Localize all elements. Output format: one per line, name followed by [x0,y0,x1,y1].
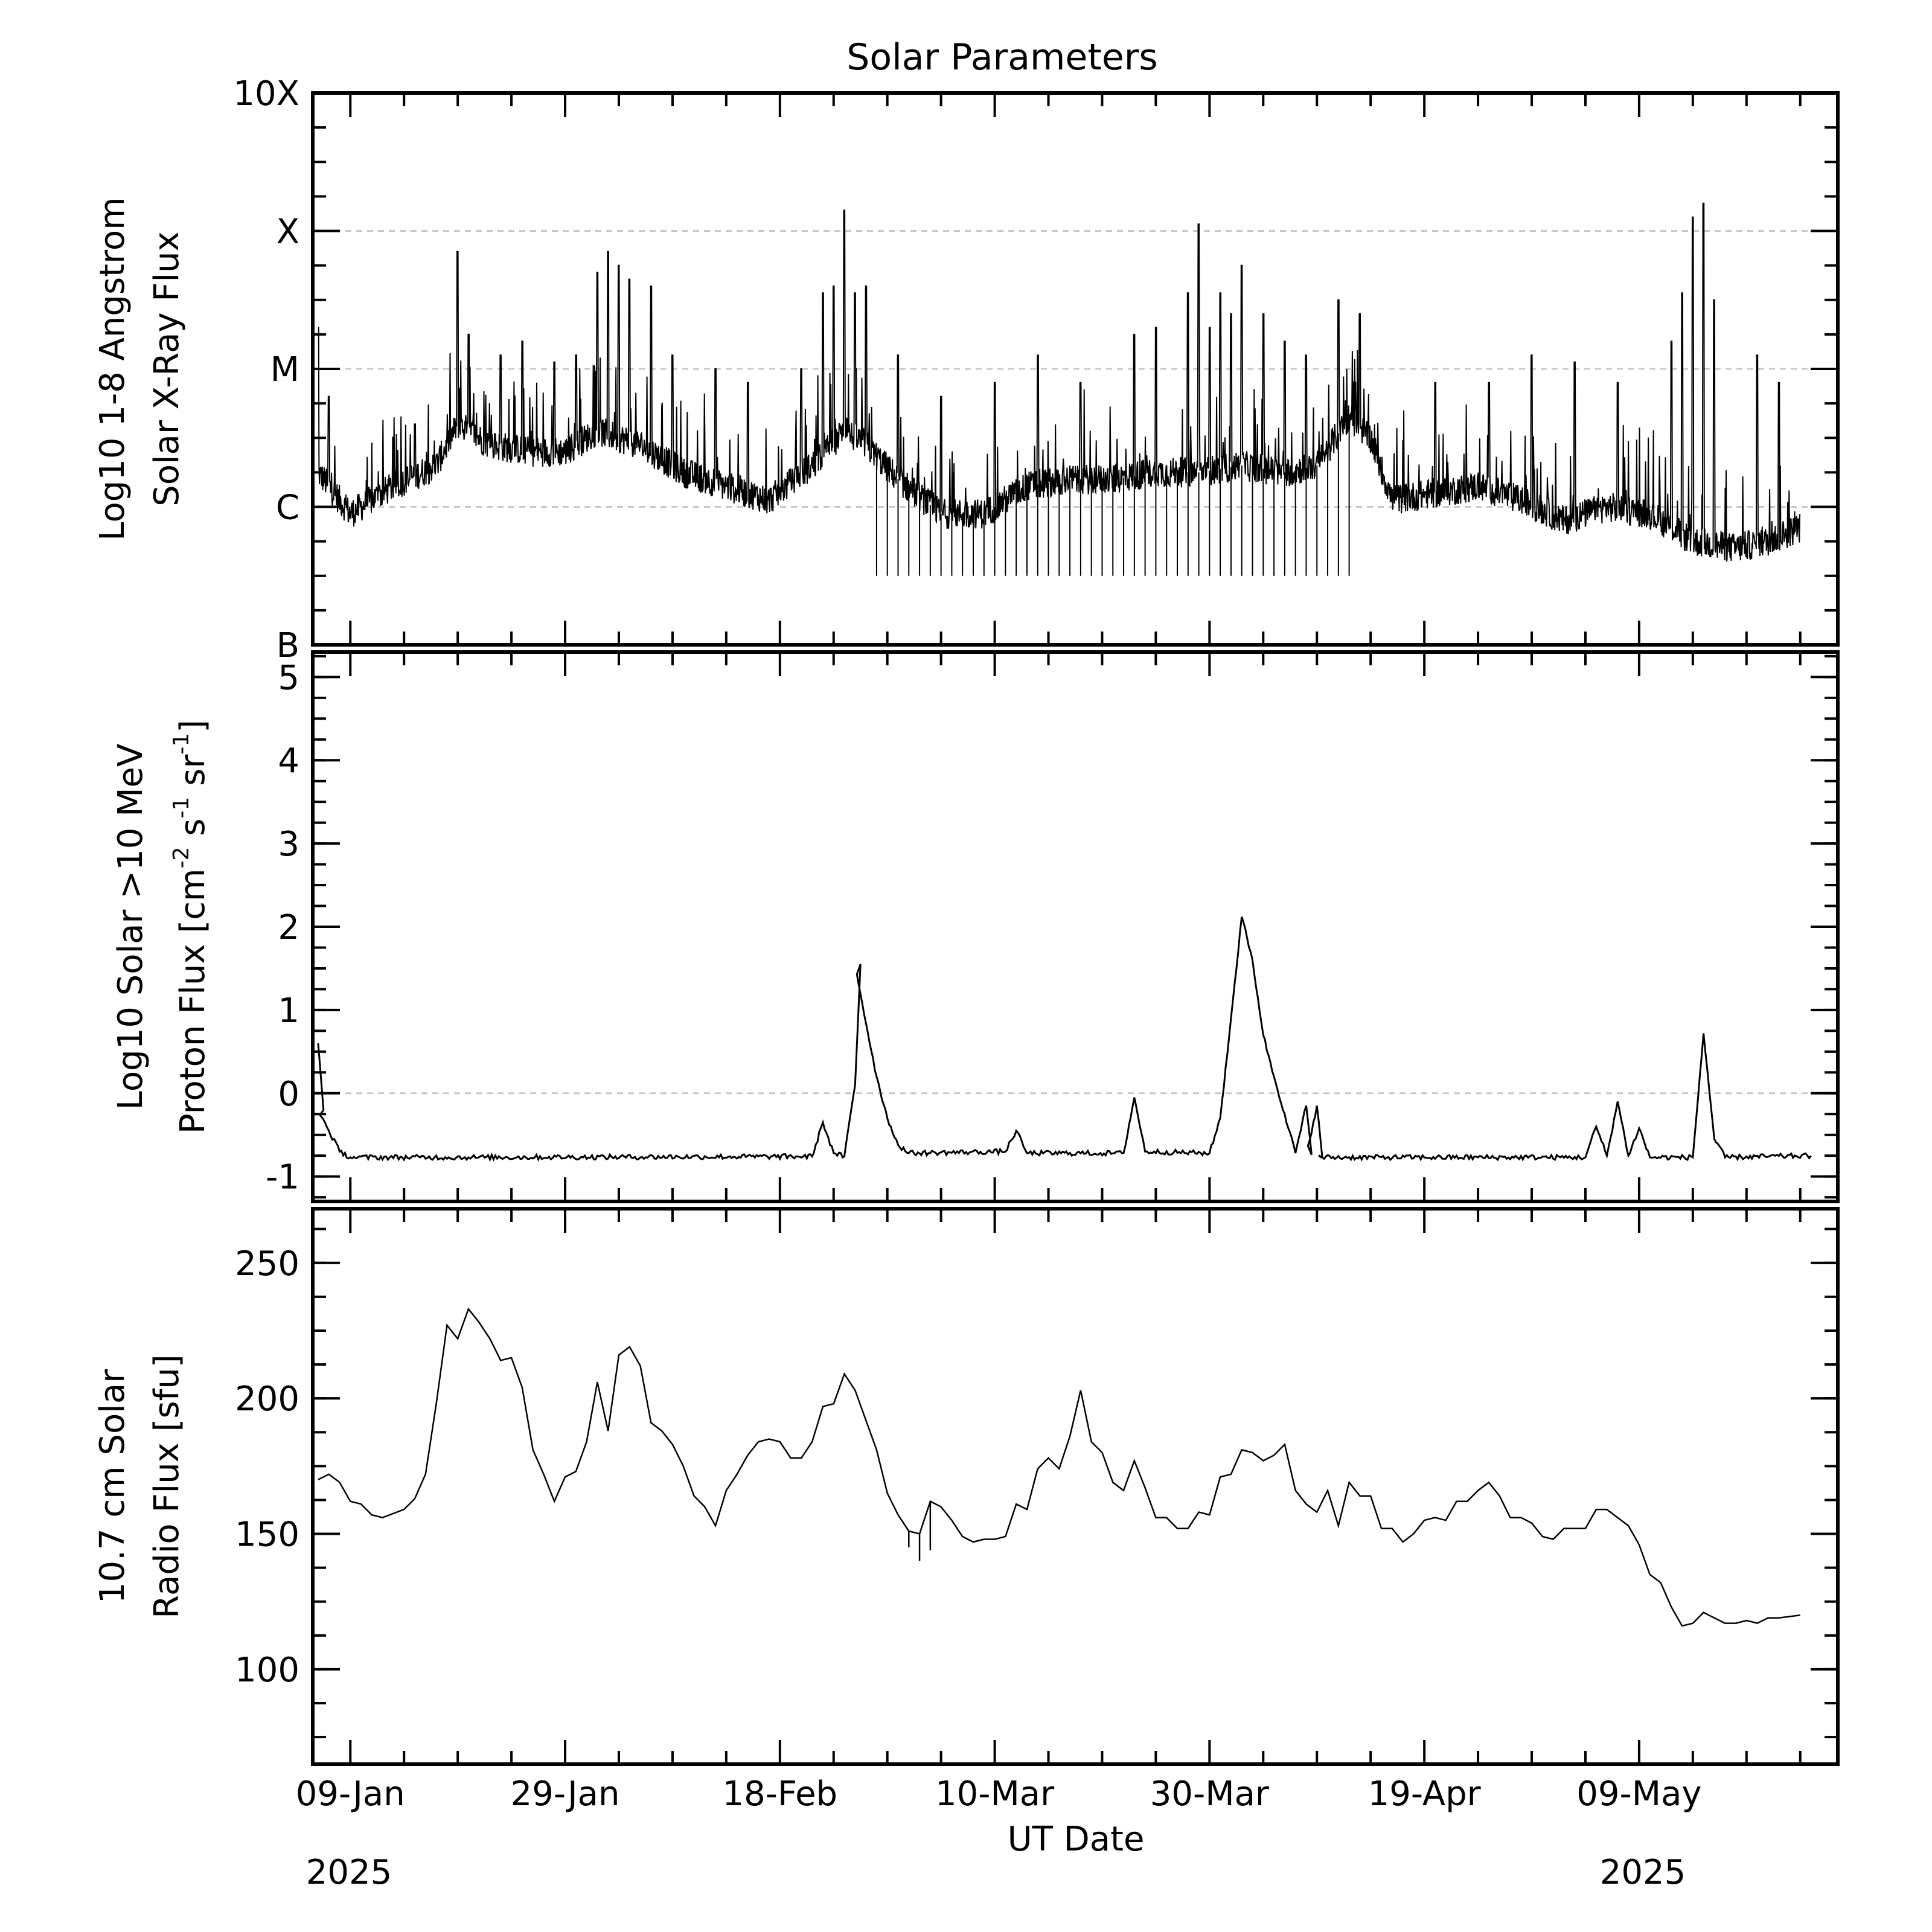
year-label-right: 2025 [1600,1853,1686,1892]
x-tick-labels: 09-Jan 29-Jan 18-Feb 10-Mar 30-Mar 19-Apr 09-M… [296,1774,1702,1814]
xray-reference-lines [313,230,1838,508]
y-tick-label: -1 [266,1158,299,1197]
xray-panel-frame [311,91,1840,647]
proton-ylabel-unit-s: s [173,819,213,847]
xray-flux-series [318,202,1801,562]
proton-ylabel-main: Proton Flux [cm [173,868,213,1134]
proton-panel-frame [311,650,1840,1203]
x-tick-label: 19-Apr [1368,1774,1482,1814]
radio-panel-frame [311,1207,1840,1766]
year-label-left: 2025 [306,1853,392,1892]
x-tick-label: 09-May [1576,1774,1701,1814]
y-tick-label: 150 [235,1515,299,1555]
xray-ylabel-line2: Solar X-Ray Flux [147,231,187,507]
proton-ylabel-line2: Proton Flux [cm-2 s-1 sr-1] [169,720,213,1134]
y-tick-label: 1 [278,991,299,1031]
y-tick-label: B [277,626,299,665]
x-tick-label: 29-Jan [511,1774,620,1814]
y-tick-label: 10X [233,74,299,114]
chart-title: Solar Parameters [846,36,1157,78]
proton-ylabel-close: ] [173,720,213,733]
radio-flux-line [318,1307,1800,1627]
y-tick-label: 5 [278,658,299,697]
x-axis-title: UT Date [1008,1820,1145,1859]
proton-ylabel-exp-3: -1 [169,733,194,755]
radio-ylabel-line1: 10.7 cm Solar [93,1369,132,1604]
proton-ylabel-exp-2: -1 [169,797,194,819]
y-tick-label: 3 [278,825,299,864]
y-tick-label: 0 [278,1075,299,1114]
proton-flux-series [317,916,1812,1162]
xray-flux-line [318,202,1801,562]
x-tick-label: 10-Mar [935,1774,1055,1814]
radio-ylabel-line2: Radio Flux [sfu] [147,1354,187,1618]
radio-ticks: 100 150 200 250 [235,1209,1838,1764]
x-tick-label: 09-Jan [296,1774,405,1814]
proton-ylabel-unit-sr: sr [173,754,213,797]
xray-ylabel-line1: Log10 1-8 Angstrom [93,197,132,540]
x-tick-label: 18-Feb [722,1774,837,1814]
proton-ticks: -1 0 1 2 3 4 5 [266,652,1838,1201]
y-tick-label: X [277,213,299,252]
proton-ylabel-exp-1: -2 [169,847,194,869]
radio-flux-series [318,1307,1800,1627]
y-tick-label: 250 [235,1244,299,1284]
proton-flux-line [317,916,1812,1162]
y-tick-label: 100 [235,1651,299,1690]
proton-ylabel-line1: Log10 Solar >10 MeV [111,744,150,1110]
x-tick-label: 30-Mar [1150,1774,1270,1814]
y-tick-label: 2 [278,908,299,947]
y-tick-label: 4 [278,741,299,781]
y-tick-label: M [270,350,299,389]
y-tick-label: C [276,488,299,528]
y-tick-label: 200 [235,1380,299,1419]
